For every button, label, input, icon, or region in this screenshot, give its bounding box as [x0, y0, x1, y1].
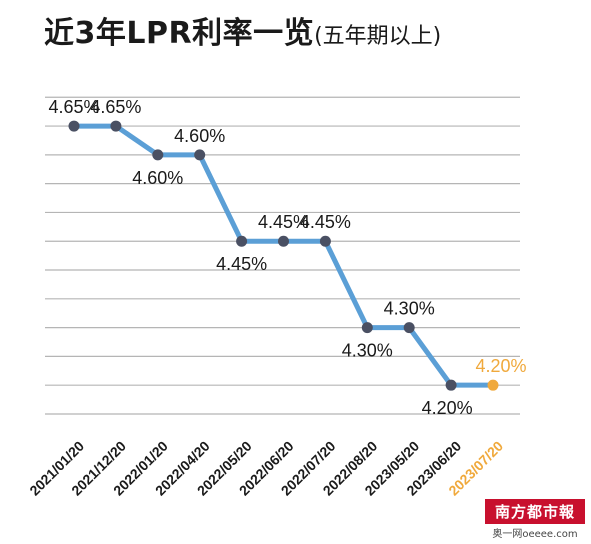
watermark-site: 奥一网oeeee.com [492, 529, 578, 540]
chart-title: 近3年LPR利率一览(五年期以上) [44, 8, 441, 52]
data-point-10 [487, 379, 499, 391]
data-point-9 [445, 379, 457, 391]
data-label-7: 4.30% [342, 341, 393, 361]
data-label-9: 4.20% [422, 398, 473, 418]
data-label-10: 4.20% [475, 356, 526, 376]
data-point-7 [361, 322, 373, 334]
data-point-1 [110, 120, 122, 132]
data-label-8: 4.30% [384, 299, 435, 319]
data-label-3: 4.60% [174, 126, 225, 146]
data-label-1: 4.65% [90, 97, 141, 117]
series-line [71, 123, 496, 388]
chart-subtitle: (五年期以上) [314, 24, 442, 49]
data-label-4: 4.45% [216, 254, 267, 274]
watermark-logo: 南方都市報 [485, 499, 585, 524]
data-point-8 [403, 322, 415, 334]
data-point-0 [68, 120, 80, 132]
data-points [68, 120, 499, 391]
data-point-3 [194, 149, 206, 161]
data-label-5: 4.45% [258, 212, 309, 232]
data-label-6: 4.45% [300, 212, 351, 232]
data-point-4 [236, 235, 248, 247]
chart-title-main: 近3年LPR利率一览 [44, 16, 315, 51]
data-point-6 [319, 235, 331, 247]
series-line-group [71, 123, 496, 388]
data-labels: 4.65%4.65%4.60%4.60%4.45%4.45%4.45%4.30%… [48, 97, 526, 418]
data-label-2: 4.60% [132, 168, 183, 188]
x-axis-tick-labels: 2021/01/202021/12/202022/01/202022/04/20… [26, 438, 506, 499]
data-label-0: 4.65% [48, 97, 99, 117]
grid-lines [45, 96, 520, 415]
watermark: 南方都市報 奥一网oeeee.com [485, 499, 585, 540]
data-point-5 [278, 235, 289, 247]
data-point-2 [152, 149, 164, 161]
